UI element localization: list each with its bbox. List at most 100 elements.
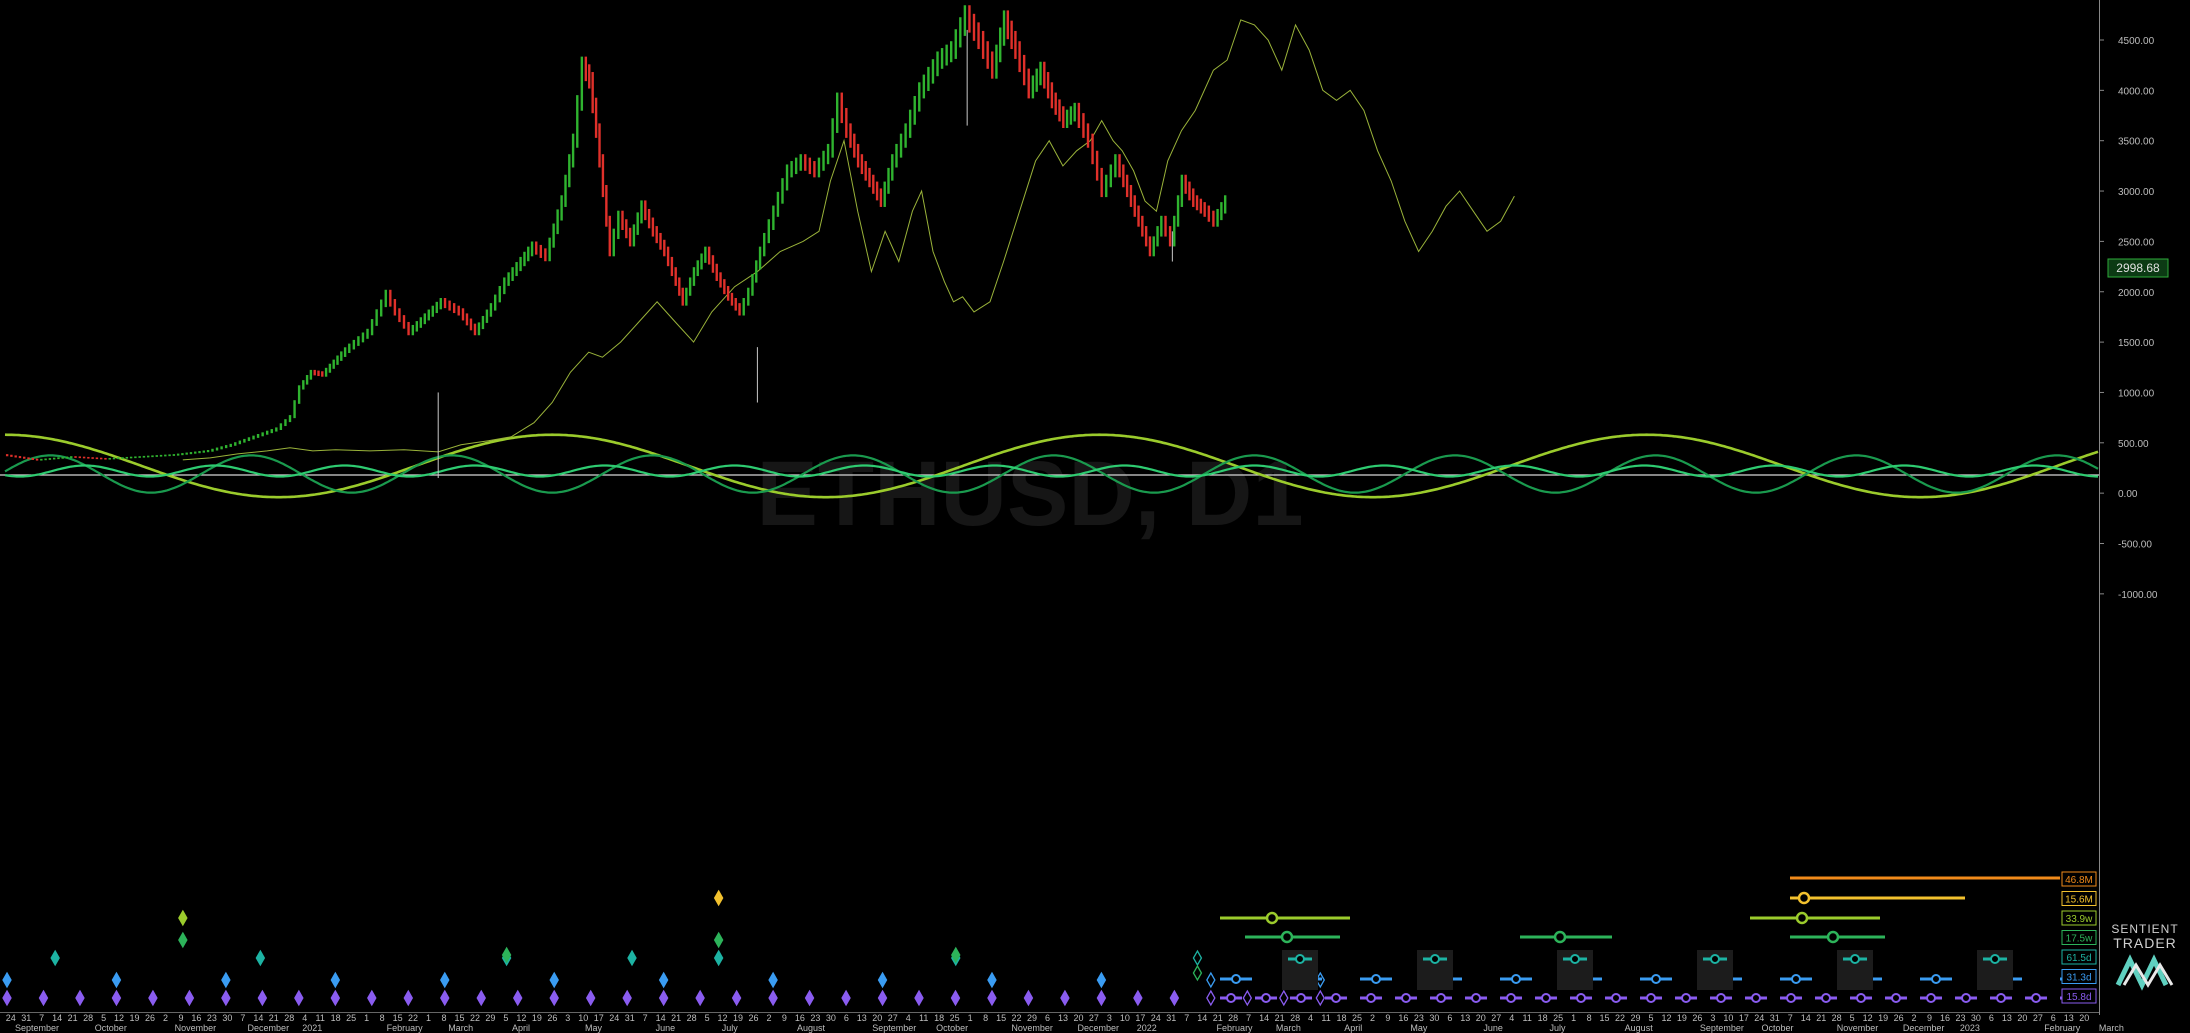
cycle-tag-label: 17.5w: [2066, 934, 2093, 945]
cycle-diamond: [330, 989, 341, 1007]
day-tick-label: 28: [1832, 1013, 1842, 1023]
cycle-wave-0: [4, 433, 2099, 499]
day-tick-label: 26: [145, 1013, 155, 1023]
day-tick-label: 5: [1648, 1013, 1653, 1023]
cycle-diamond: [1192, 964, 1203, 982]
cycle-ring: [1611, 993, 1621, 1003]
cycle-ring: [1850, 954, 1860, 964]
cycle-ring: [1265, 911, 1279, 925]
cycle-diamond: [38, 989, 49, 1007]
day-tick-label: 19: [130, 1013, 140, 1023]
cycle-diamond: [2, 971, 12, 989]
cycle-tag: 61.5d: [2061, 949, 2097, 965]
day-tick-label: 10: [1120, 1013, 1130, 1023]
day-tick-label: 28: [1228, 1013, 1238, 1023]
cycle-diamond: [1206, 989, 1216, 1007]
month-label: 2021: [302, 1023, 322, 1033]
month-label: February: [2044, 1023, 2081, 1033]
cycle-diamond: [987, 989, 997, 1007]
month-label: November: [175, 1023, 217, 1033]
day-tick-label: 20: [2017, 1013, 2027, 1023]
day-tick-label: 15: [1600, 1013, 1610, 1023]
day-tick-label: 15: [454, 1013, 464, 1023]
cycle-ring: [1295, 954, 1305, 964]
day-tick-label: 13: [1460, 1013, 1470, 1023]
cycle-diamond: [294, 989, 304, 1007]
cycle-tag: 15.6M: [2061, 891, 2097, 906]
cycle-waves: [0, 433, 2099, 499]
cycle-tag-label: 15.8d: [2066, 992, 2091, 1003]
day-tick-label: 8: [380, 1013, 385, 1023]
cycle-ring: [1710, 954, 1720, 964]
day-tick-label: 22: [470, 1013, 480, 1023]
month-label: December: [1077, 1023, 1119, 1033]
cycle-diamond: [501, 946, 512, 964]
cycle-diamond: [221, 971, 231, 989]
day-tick-label: 27: [2033, 1013, 2043, 1023]
day-tick-label: 8: [442, 1013, 447, 1023]
day-tick-label: 11: [316, 1013, 325, 1023]
cycle-tag-label: 46.8M: [2065, 875, 2093, 886]
month-label: September: [1700, 1023, 1744, 1033]
cycle-ring: [1821, 993, 1831, 1003]
day-tick-label: 16: [191, 1013, 201, 1023]
cycle-ring: [1961, 993, 1971, 1003]
cycle-tag-box: [2061, 969, 2097, 984]
cycle-diamond: [713, 931, 724, 949]
current-price-badge: 2998.68: [2107, 258, 2169, 278]
cycle-ring: [1681, 993, 1691, 1003]
cycle-diamond: [1169, 989, 1180, 1007]
day-tick-label: 21: [269, 1013, 279, 1023]
day-tick-label: 1: [1571, 1013, 1576, 1023]
y-tick-label: 2500.00: [2118, 237, 2155, 248]
day-tick-label: 17: [594, 1013, 604, 1023]
day-tick-label: 28: [83, 1013, 93, 1023]
day-tick-label: 24: [6, 1013, 16, 1023]
y-tick-label: 3000.00: [2118, 187, 2155, 198]
day-tick-label: 25: [1352, 1013, 1362, 1023]
month-label: December: [248, 1023, 290, 1033]
month-label: November: [1837, 1023, 1879, 1033]
cycle-ring: [1931, 974, 1941, 984]
month-label: October: [936, 1023, 968, 1033]
cycle-diamond: [1096, 989, 1107, 1007]
day-tick-label: 7: [240, 1013, 245, 1023]
cycle-diamond: [1315, 989, 1326, 1007]
cycle-ring: [1797, 891, 1811, 905]
current-price-label: 2998.68: [2116, 261, 2160, 275]
day-tick-label: 4: [302, 1013, 307, 1023]
y-tick-label: -1000.00: [2118, 590, 2158, 601]
cycle-diamond: [622, 989, 632, 1007]
day-tick-label: 22: [1615, 1013, 1625, 1023]
day-tick-label: 14: [253, 1013, 263, 1023]
day-tick-label: 9: [1385, 1013, 1390, 1023]
month-label: July: [1549, 1023, 1566, 1033]
month-label: December: [1903, 1023, 1945, 1033]
cycle-diamond: [950, 989, 961, 1007]
day-tick-label: 5: [705, 1013, 710, 1023]
cycle-diamond: [2, 989, 12, 1007]
day-tick-label: 6: [844, 1013, 849, 1023]
cycle-diamond: [768, 989, 778, 1007]
cycle-diamond: [841, 989, 851, 1007]
cycle-tag-box: [2061, 871, 2097, 887]
cycle-diamond: [50, 949, 60, 967]
day-tick-label: 28: [284, 1013, 294, 1023]
cycle-diamond: [914, 989, 924, 1007]
cycle-tag-box: [2061, 891, 2097, 906]
day-tick-label: 4: [1308, 1013, 1313, 1023]
day-tick-label: 28: [687, 1013, 697, 1023]
day-tick-label: 26: [1894, 1013, 1904, 1023]
cycle-diamond: [476, 989, 486, 1007]
day-tick-label: 20: [872, 1013, 882, 1023]
month-label: November: [1011, 1023, 1053, 1033]
day-tick-label: 20: [1476, 1013, 1486, 1023]
day-tick-label: 7: [1788, 1013, 1793, 1023]
cycle-ring: [1996, 993, 2006, 1003]
month-label: February: [1217, 1023, 1254, 1033]
logo-line2: TRADER: [2113, 935, 2177, 951]
cycle-diamond: [877, 989, 888, 1007]
day-tick-label: 12: [114, 1013, 124, 1023]
day-tick-label: 16: [1940, 1013, 1950, 1023]
